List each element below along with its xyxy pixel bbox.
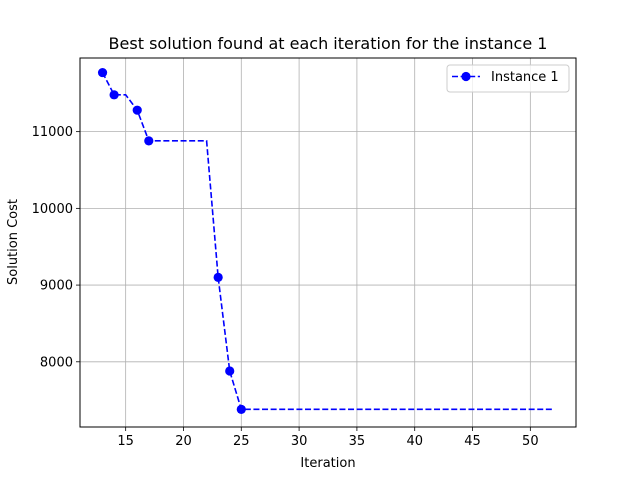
legend: Instance 1 <box>446 64 570 93</box>
x-tick-label: 50 <box>522 434 539 449</box>
data-point <box>236 404 246 414</box>
y-tick-label: 10000 <box>32 202 73 217</box>
y-tick-label: 8000 <box>40 355 73 370</box>
series-layer <box>97 67 554 414</box>
data-point <box>97 67 108 78</box>
legend-label-instance-1: Instance 1 <box>491 70 559 85</box>
data-point <box>225 366 235 376</box>
data-point <box>132 105 142 115</box>
y-tick-label: 9000 <box>40 279 73 294</box>
x-tick-label: 45 <box>464 434 481 449</box>
y-axis: 8000 9000 10000 11000 <box>32 125 80 370</box>
plot-area <box>80 58 576 427</box>
legend-marker-swatch <box>461 71 471 82</box>
legend-box <box>446 64 570 93</box>
grid <box>80 58 576 427</box>
series-line <box>101 72 554 411</box>
plot-frame <box>79 57 577 428</box>
x-tick-label: 25 <box>233 434 250 449</box>
x-tick-label: 35 <box>349 434 366 449</box>
data-point <box>144 136 154 146</box>
chart-title: Best solution found at each iteration fo… <box>109 34 548 53</box>
y-axis-label: Solution Cost <box>6 199 21 285</box>
data-point <box>109 90 119 100</box>
x-tick-label: 20 <box>175 434 192 449</box>
x-axis: 15 20 25 30 35 40 45 50 <box>117 427 539 449</box>
y-tick-label: 11000 <box>32 125 73 140</box>
x-tick-label: 15 <box>117 434 134 449</box>
data-point <box>213 272 223 283</box>
x-tick-label: 30 <box>291 434 308 449</box>
x-axis-label: Iteration <box>300 456 355 471</box>
x-tick-label: 40 <box>406 434 423 449</box>
